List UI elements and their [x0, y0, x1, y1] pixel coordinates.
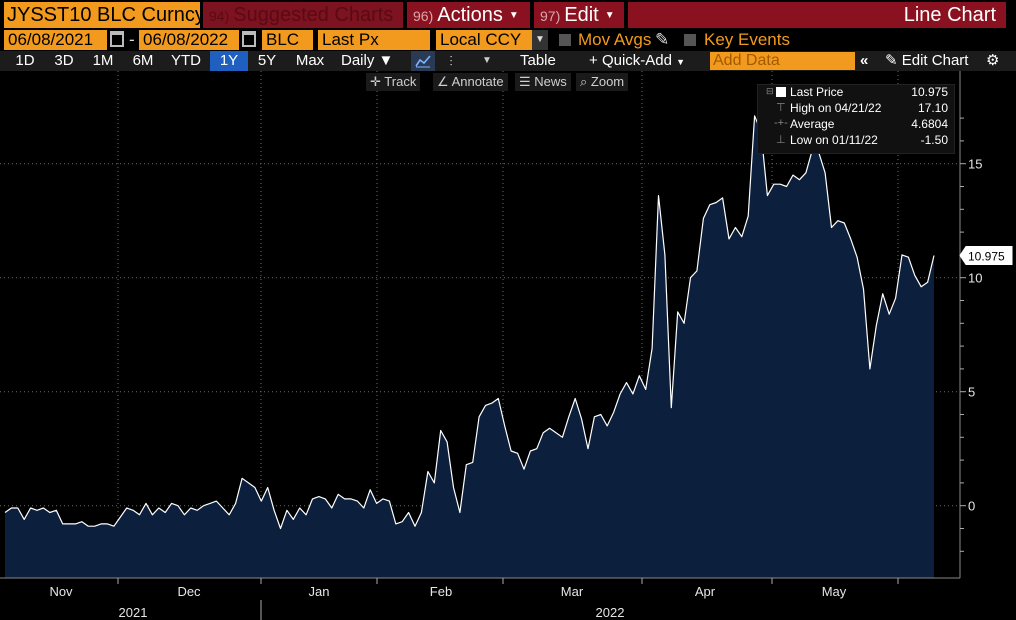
- range-3d[interactable]: 3D: [54, 52, 74, 69]
- x-tick-label: Mar: [561, 584, 584, 599]
- last-value-label: 10.975: [968, 249, 1005, 263]
- chart-legend: ⊟ Last Price 10.975 ⊤ High on 04/21/22 1…: [757, 84, 955, 154]
- end-date-field[interactable]: 06/08/2022: [139, 30, 239, 50]
- range-1m[interactable]: 1M: [92, 52, 114, 69]
- price-field[interactable]: Last Px: [318, 30, 430, 50]
- line-chart[interactable]: 0 5 10 15 10.975 Nov Dec Jan Feb Mar Apr May 2021 202…: [0, 71, 1016, 620]
- x-tick-label: Jan: [309, 584, 330, 599]
- annotate-label: Annotate: [451, 74, 504, 89]
- triangle-down-icon: ▼: [378, 52, 394, 69]
- range-ytd[interactable]: YTD: [171, 52, 201, 69]
- range-6m[interactable]: 6M: [132, 52, 154, 69]
- quick-add-label: Quick-Add: [601, 52, 672, 69]
- edit-label: Edit: [564, 4, 599, 26]
- bar-chart-icon[interactable]: ⫶: [449, 53, 453, 69]
- high-icon: ⊤: [776, 102, 786, 114]
- average-icon: -+-: [774, 117, 788, 129]
- x-tick-label: Dec: [177, 584, 201, 599]
- high-label: High on 04/21/22: [790, 101, 882, 115]
- suggested-number: 94): [209, 8, 230, 24]
- edit-number: 97): [540, 8, 561, 24]
- y-tick-label: 5: [968, 385, 975, 400]
- quick-add-button[interactable]: + Quick-Add ▼: [589, 51, 685, 71]
- average-value: 4.6804: [911, 117, 948, 131]
- annotate-tool[interactable]: ∠ Annotate: [433, 73, 508, 91]
- x-tick-label: Feb: [430, 584, 452, 599]
- y-tick-label: 15: [968, 157, 982, 172]
- average-label: Average: [790, 117, 835, 131]
- high-value: 17.10: [917, 101, 948, 115]
- pencil-icon: ✎: [885, 52, 898, 69]
- edit-chart-button[interactable]: ✎ Edit Chart: [885, 51, 968, 71]
- chevron-down-icon[interactable]: ▼: [532, 30, 548, 50]
- ticker-field[interactable]: JYSST10 BLC Curncy: [4, 2, 200, 28]
- frequency-select[interactable]: Daily ▼: [341, 51, 393, 71]
- chart-type-title: Line Chart: [628, 2, 1006, 28]
- low-label: Low on 01/11/22: [790, 133, 878, 147]
- low-value: -1.50: [920, 133, 948, 147]
- x-tick-label: Nov: [49, 584, 73, 599]
- year-label: 2022: [596, 605, 625, 620]
- x-tick-label: Apr: [695, 584, 716, 599]
- y-tick-label: 10: [968, 271, 982, 286]
- news-icon: ☰: [519, 74, 531, 89]
- pencil-icon[interactable]: ✎: [655, 30, 670, 49]
- line-chart-icon[interactable]: [411, 51, 435, 71]
- last-price-label: Last Price: [790, 85, 844, 99]
- collapse-icon[interactable]: «: [860, 52, 869, 69]
- low-icon: ⊥: [776, 134, 786, 146]
- add-data-input[interactable]: Add Data: [710, 52, 855, 70]
- key-events-checkbox[interactable]: [684, 34, 696, 46]
- edit-chart-label: Edit Chart: [901, 52, 969, 69]
- mov-avgs-checkbox[interactable]: [559, 34, 571, 46]
- area-fill: [5, 115, 934, 579]
- chevron-down-icon: ▼: [604, 9, 615, 21]
- calendar-icon[interactable]: [242, 31, 256, 47]
- news-label: News: [534, 74, 567, 89]
- range-1y[interactable]: 1Y: [210, 51, 248, 71]
- chevron-down-icon[interactable]: ▼: [482, 55, 492, 66]
- zoom-label: Zoom: [590, 74, 625, 89]
- table-button[interactable]: Table: [520, 52, 556, 69]
- suggested-label: Suggested Charts: [233, 4, 394, 26]
- frequency-label: Daily: [341, 52, 375, 69]
- range-max[interactable]: Max: [295, 52, 325, 69]
- key-events-label: Key Events: [704, 30, 790, 49]
- suggested-charts-button[interactable]: 94) Suggested Charts: [203, 2, 403, 28]
- series-swatch: [776, 87, 786, 97]
- x-tick-label: May: [822, 584, 847, 599]
- chevron-down-icon: ▼: [508, 9, 519, 21]
- collapse-icon[interactable]: ⊟: [766, 86, 774, 96]
- calendar-icon[interactable]: [110, 31, 124, 47]
- zoom-tool[interactable]: ⌕ Zoom: [576, 73, 629, 91]
- start-date-field[interactable]: 06/08/2021: [4, 30, 107, 50]
- price-line: [4, 115, 935, 530]
- track-label: Track: [384, 74, 417, 89]
- last-value-callout: [959, 245, 1013, 265]
- currency-select[interactable]: Local CCY: [436, 30, 532, 50]
- edit-menu-button[interactable]: 97) Edit ▼: [534, 2, 624, 28]
- source-field[interactable]: BLC: [262, 30, 313, 50]
- annotate-icon: ∠: [437, 74, 449, 89]
- magnifier-icon: ⌕: [580, 74, 588, 89]
- gear-icon[interactable]: ⚙: [986, 52, 1000, 69]
- last-price-value: 10.975: [911, 85, 948, 99]
- news-tool[interactable]: ☰ News: [515, 73, 571, 91]
- chevron-down-icon: ▼: [676, 57, 686, 67]
- range-1d[interactable]: 1D: [15, 52, 35, 69]
- crosshair-icon: ✛: [370, 74, 381, 89]
- actions-label: Actions: [437, 4, 503, 26]
- mov-avgs-label: Mov Avgs: [578, 30, 652, 49]
- year-label: 2021: [119, 605, 148, 620]
- range-5y[interactable]: 5Y: [257, 52, 277, 69]
- track-tool[interactable]: ✛ Track: [366, 73, 421, 91]
- plus-icon: +: [589, 52, 598, 69]
- y-tick-label: 0: [968, 499, 975, 514]
- date-range-dash: -: [129, 30, 135, 49]
- actions-menu-button[interactable]: 96) Actions ▼: [407, 2, 530, 28]
- actions-number: 96): [413, 8, 434, 24]
